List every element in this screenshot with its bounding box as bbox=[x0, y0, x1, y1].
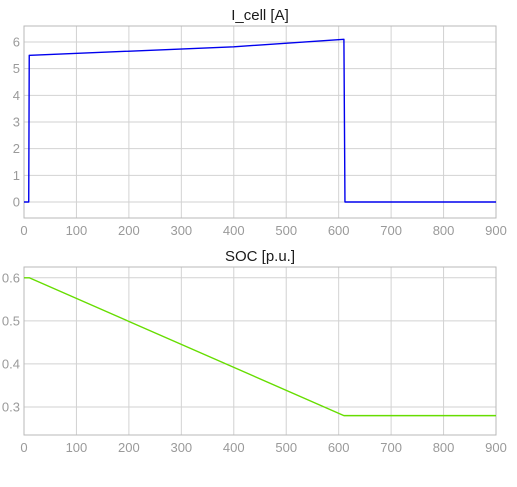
x-tick-label: 0 bbox=[20, 440, 27, 455]
plot-2: 0 100 200 300 400 500 600 700 800 900 0.3 0.4 0.5 0.6… bbox=[2, 248, 507, 455]
x-tick-label: 200 bbox=[118, 440, 140, 455]
chart-title: SOC [p.u.] bbox=[225, 248, 295, 265]
x-tick-label: 900 bbox=[485, 223, 507, 238]
x-tick-label: 500 bbox=[275, 440, 297, 455]
y-tick-label: 4 bbox=[13, 88, 20, 103]
plot-frame bbox=[23, 266, 497, 436]
y-tick-label: 3 bbox=[13, 115, 20, 130]
plot-frame bbox=[23, 25, 497, 219]
y-tick-label: 2 bbox=[13, 141, 20, 156]
y-tick-label: 0.5 bbox=[2, 313, 20, 328]
x-tick-label: 200 bbox=[118, 223, 140, 238]
x-tick-label: 800 bbox=[433, 223, 455, 238]
y-tick-label: 5 bbox=[13, 61, 20, 76]
x-tick-label: 300 bbox=[170, 440, 192, 455]
chart-title: I_cell [A] bbox=[231, 7, 289, 24]
x-tick-label: 700 bbox=[380, 440, 402, 455]
series-line-1 bbox=[24, 38, 496, 203]
x-tick-label: 700 bbox=[380, 223, 402, 238]
y-tick-label: 1 bbox=[13, 168, 20, 183]
y-tick-label: 0 bbox=[13, 195, 20, 210]
plot-1: 0 100 200 300 400 500 600 700 800 900 0 1 2 3 4 5 6 I_cel… bbox=[13, 7, 507, 238]
y-tick-label: 0.6 bbox=[2, 270, 20, 285]
x-tick-label: 400 bbox=[223, 440, 245, 455]
x-tick-label: 400 bbox=[223, 223, 245, 238]
x-tick-label: 0 bbox=[20, 223, 27, 238]
y-tick-label: 6 bbox=[13, 35, 20, 50]
x-tick-label: 300 bbox=[170, 223, 192, 238]
x-tick-label: 900 bbox=[485, 440, 507, 455]
x-tick-label: 600 bbox=[328, 223, 350, 238]
x-tick-label: 500 bbox=[275, 223, 297, 238]
x-tick-label: 100 bbox=[66, 440, 88, 455]
series-line-1 bbox=[24, 277, 496, 417]
x-tick-label: 600 bbox=[328, 440, 350, 455]
y-tick-label: 0.3 bbox=[2, 400, 20, 415]
x-tick-label: 800 bbox=[433, 440, 455, 455]
x-tick-label: 100 bbox=[66, 223, 88, 238]
y-tick-label: 0.4 bbox=[2, 356, 20, 371]
